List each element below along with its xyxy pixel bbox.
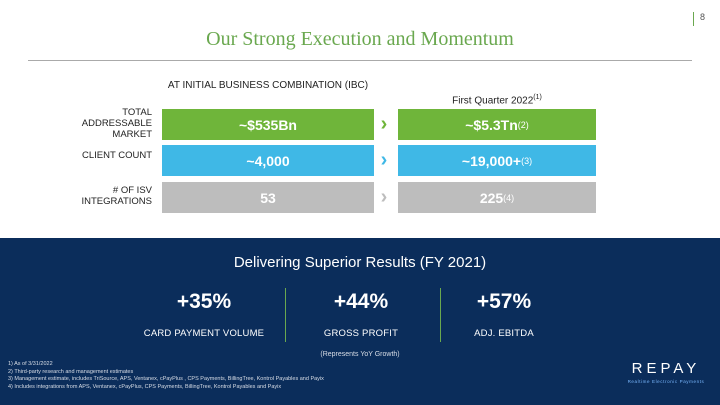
chevron-right-icon: › <box>380 186 388 208</box>
footnote: 1) As of 3/31/2022 <box>8 361 53 367</box>
row-label-client-count: CLIENT COUNT <box>81 150 152 161</box>
repay-logo: REPAY Realtime Electronic Payments <box>624 360 708 384</box>
page-number-divider <box>693 12 694 26</box>
results-title: Delivering Superior Results (FY 2021) <box>233 254 487 271</box>
footnote-ref: (4) <box>503 192 515 203</box>
tam-ibc-bar: ~$535Bn <box>162 109 374 140</box>
clients-q1-value: ~19,000+ <box>461 152 522 169</box>
metric-value: +57% <box>476 290 532 313</box>
metric-card-payment-volume: +35% CARD PAYMENT VOLUME <box>124 290 284 339</box>
tam-q1-bar: ~$5.3Tn (2) <box>398 109 596 140</box>
clients-q1-bar: ~19,000+ (3) <box>398 145 596 176</box>
footnote-ref: (3) <box>521 155 533 166</box>
row-label-isv-integrations: # OF ISV INTEGRATIONS <box>81 185 152 207</box>
metric-label: ADJ. EBITDA <box>474 328 534 339</box>
title-divider <box>28 60 692 61</box>
column-header-q1-2022-text: First Quarter 2022 <box>452 95 534 107</box>
metric-gross-profit: +44% GROSS PROFIT <box>281 290 441 339</box>
tam-q1-value: ~$5.3Tn <box>465 116 518 133</box>
metric-divider <box>440 288 441 342</box>
footnote: 4) Includes integrations from APS, Venta… <box>8 383 282 390</box>
metric-adj-ebitda: +57% ADJ. EBITDA <box>424 290 584 339</box>
page-title: Our Strong Execution and Momentum <box>206 28 514 50</box>
isv-q1-bar: 225 (4) <box>398 182 596 213</box>
footnote-ref: (2) <box>517 119 529 130</box>
isv-ibc-bar: 53 <box>162 182 374 213</box>
logo-wordmark: REPAY <box>631 360 701 377</box>
isv-q1-value: 225 <box>479 189 504 206</box>
column-header-q1-2022: First Quarter 2022(1) <box>398 92 596 107</box>
metric-value: +35% <box>176 290 232 313</box>
results-panel: Delivering Superior Results (FY 2021) +3… <box>0 238 720 405</box>
chevron-right-icon: › <box>380 113 388 135</box>
logo-tagline: Realtime Electronic Payments <box>627 379 705 384</box>
footnote: 2) Third-party research and management e… <box>8 368 134 375</box>
metric-label: CARD PAYMENT VOLUME <box>143 328 265 339</box>
metric-divider <box>285 288 286 342</box>
yoy-note: (Represents YoY Growth) <box>320 351 400 358</box>
footnotes: 1) As of 3/31/2022 2) Third-party resear… <box>8 361 324 391</box>
column-header-ibc: AT INITIAL BUSINESS COMBINATION (IBC) <box>167 80 369 91</box>
clients-ibc-bar: ~4,000 <box>162 145 374 176</box>
page-number: 8 <box>700 12 706 22</box>
footnote: 3) Management estimate, includes TriSour… <box>8 376 324 383</box>
footnote-ref: (1) <box>533 94 542 101</box>
chevron-right-icon: › <box>380 149 388 171</box>
metric-value: +44% <box>333 290 389 313</box>
metric-label: GROSS PROFIT <box>323 328 399 339</box>
row-label-tam: TOTAL ADDRESSABLE MARKET <box>81 107 152 140</box>
